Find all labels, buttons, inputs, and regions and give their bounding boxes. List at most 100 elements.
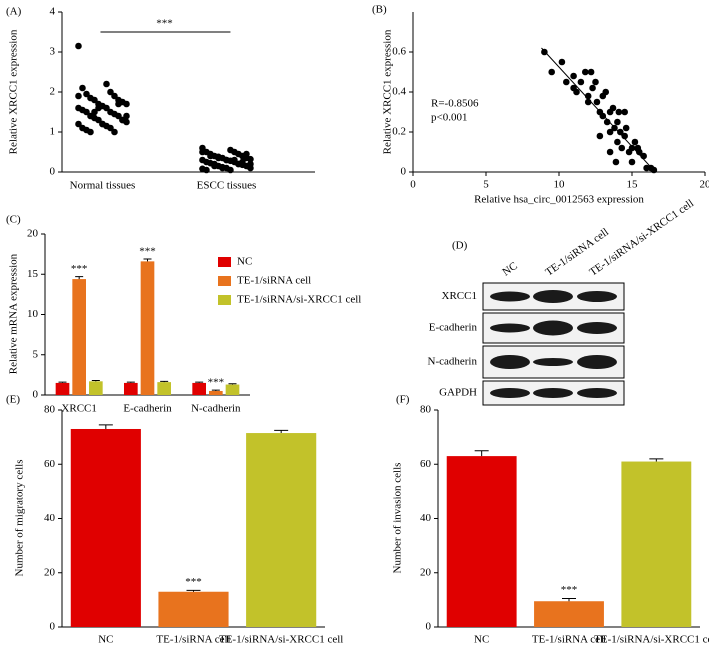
- data-point: [570, 84, 577, 92]
- data-point: [593, 98, 601, 106]
- y-tick-label: 0.6: [392, 46, 406, 58]
- data-point: [589, 84, 596, 92]
- y-tick-label: 40: [420, 512, 432, 524]
- panel-label: (F): [396, 394, 410, 406]
- x-tick-label: NC: [98, 634, 113, 645]
- y-tick-label: 80: [420, 404, 432, 416]
- data-point: [75, 92, 82, 100]
- x-tick-label: TE-1/siRNA/si-XRCC1 cell: [219, 634, 343, 645]
- blot-band: [577, 322, 617, 334]
- y-tick-label: 2: [50, 86, 56, 98]
- data-point: [243, 150, 250, 158]
- x-tick-label: 15: [627, 179, 639, 191]
- data-point: [95, 104, 102, 112]
- y-tick-label: 5: [33, 348, 39, 360]
- data-point: [111, 92, 118, 100]
- significance-label: ***: [185, 576, 202, 588]
- y-tick-label: 3: [50, 46, 56, 58]
- data-point: [119, 116, 126, 124]
- data-point: [87, 128, 94, 136]
- error-bar: [228, 383, 237, 385]
- data-point: [107, 88, 114, 96]
- data-point: [99, 120, 106, 128]
- bar: [192, 382, 206, 395]
- data-point: [75, 42, 82, 50]
- y-tick-label: 20: [44, 566, 56, 578]
- y-axis-label: Relative XRCC1 expression: [382, 29, 394, 154]
- data-point: [631, 138, 639, 146]
- blot-band: [577, 388, 617, 398]
- data-point: [103, 104, 110, 112]
- data-point: [587, 68, 595, 76]
- data-point: [215, 154, 222, 162]
- blot-band: [533, 388, 573, 398]
- data-point: [602, 88, 610, 96]
- data-point: [75, 120, 82, 128]
- blot-band: [533, 358, 573, 366]
- data-point: [91, 108, 98, 116]
- data-point: [581, 68, 589, 76]
- bar: [89, 381, 103, 395]
- bar: [140, 261, 155, 395]
- error-bar: [474, 450, 489, 457]
- legend-swatch: [218, 276, 231, 286]
- data-point: [115, 100, 122, 108]
- data-point: [239, 158, 246, 166]
- y-axis-label: Number of migratory cells: [14, 460, 26, 577]
- data-point: [107, 124, 114, 132]
- panel-label: (C): [6, 214, 21, 226]
- data-point: [227, 166, 234, 174]
- data-point: [558, 58, 566, 66]
- panel-label: (A): [6, 6, 22, 18]
- x-tick-label: 10: [554, 179, 566, 191]
- legend-swatch: [218, 295, 231, 305]
- data-point: [123, 112, 130, 120]
- data-point: [115, 112, 122, 120]
- data-point: [618, 144, 626, 152]
- legend-label: TE-1/siRNA cell: [237, 275, 311, 287]
- data-point: [621, 132, 628, 140]
- data-point: [606, 148, 614, 156]
- significance-label: ***: [208, 377, 225, 389]
- bar: [157, 382, 171, 395]
- legend-label: NC: [237, 256, 252, 268]
- row-label: GAPDH: [439, 387, 477, 399]
- data-point: [203, 166, 210, 174]
- error-bar: [562, 598, 576, 602]
- y-tick-label: 0.4: [392, 86, 406, 98]
- y-tick-label: 40: [44, 512, 56, 524]
- data-point: [79, 84, 86, 92]
- x-tick-label: N-cadherin: [191, 403, 241, 415]
- x-tick-label: ESCC tissues: [197, 180, 257, 192]
- data-point: [603, 118, 611, 126]
- data-point: [563, 78, 570, 86]
- data-point: [596, 132, 604, 140]
- error-bar: [195, 381, 204, 383]
- blot-band: [533, 320, 573, 336]
- significance-label: ***: [71, 263, 88, 275]
- data-point: [247, 155, 254, 163]
- data-point: [614, 138, 621, 146]
- data-point: [617, 128, 624, 136]
- bar: [246, 433, 317, 627]
- error-bar: [91, 380, 100, 382]
- y-tick-label: 1: [50, 126, 56, 138]
- annotation: R=-0.8506: [431, 98, 479, 110]
- y-tick-label: 0: [33, 389, 39, 401]
- data-point: [628, 158, 636, 166]
- blot-band: [490, 355, 530, 369]
- data-point: [612, 158, 620, 166]
- bar: [158, 591, 229, 627]
- data-point: [599, 112, 607, 120]
- data-point: [91, 96, 98, 104]
- data-point: [219, 164, 226, 172]
- error-bar: [649, 458, 664, 462]
- significance-label: ***: [561, 584, 578, 596]
- y-tick-label: 10: [27, 308, 39, 320]
- row-label: E-cadherin: [429, 322, 478, 334]
- error-bar: [143, 258, 152, 262]
- panel-label: (B): [372, 4, 387, 16]
- data-point: [83, 90, 90, 98]
- y-tick-label: 0.2: [392, 126, 406, 138]
- trend-line: [541, 47, 656, 173]
